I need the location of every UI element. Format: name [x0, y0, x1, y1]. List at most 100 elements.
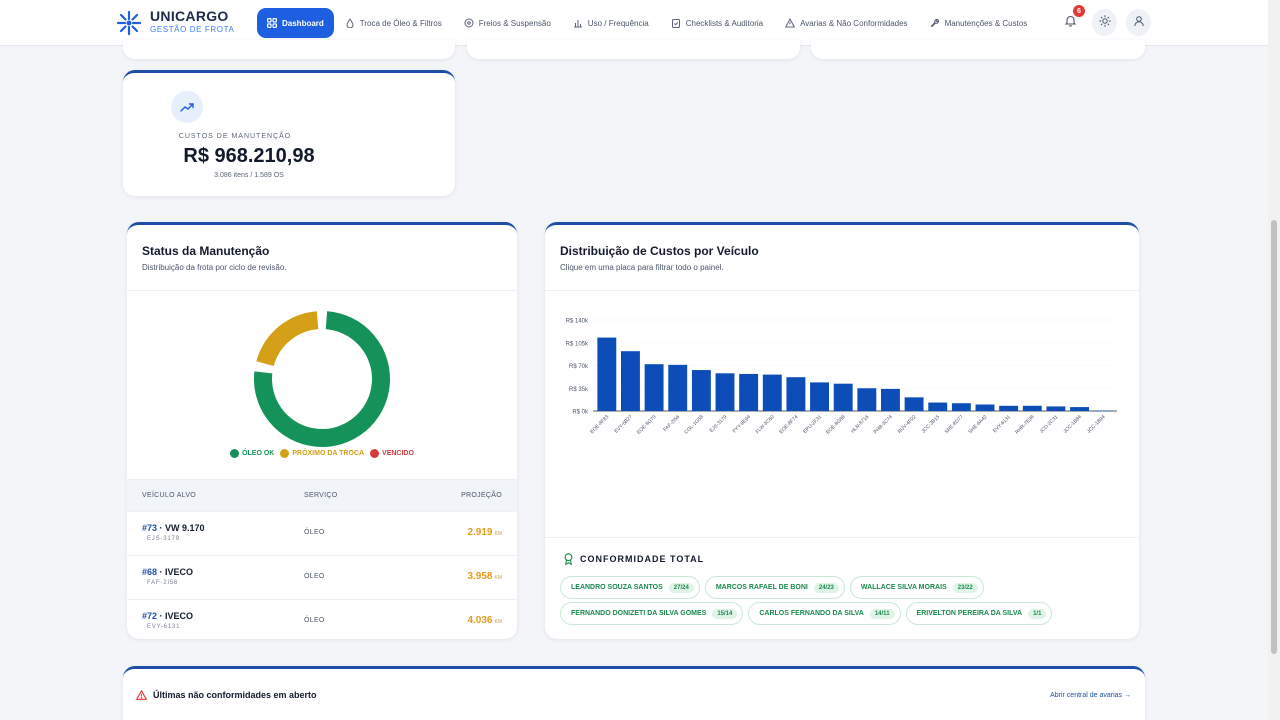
x-tick-label[interactable]: RUV-4F92 [897, 414, 918, 435]
bar-JCD-2C31[interactable] [1046, 406, 1066, 411]
conformity-chip[interactable]: WALLACE SILVA MORAIS 23/22 [849, 576, 984, 599]
warning-icon [785, 18, 796, 28]
nav-label: Checklists & Auditoria [685, 18, 764, 28]
projection-unit: KM [494, 575, 503, 581]
legend-swatch [370, 449, 380, 458]
x-tick-label[interactable]: EOE-8G88 [825, 414, 847, 436]
x-tick-label[interactable]: JCC-1B94 [1086, 414, 1107, 435]
y-tick-label: R$ 105k [566, 341, 589, 347]
bar-EPU-2F31[interactable] [810, 382, 829, 411]
bar-EVY-6131[interactable] [999, 405, 1019, 411]
x-tick-label[interactable]: EVY-6B27 [613, 414, 634, 435]
bar-EOE-8G79[interactable] [644, 364, 664, 411]
user-icon [1133, 14, 1145, 32]
x-tick-label[interactable]: EJS-3179 [709, 414, 729, 434]
user-menu-button[interactable] [1126, 9, 1151, 36]
card-subtitle: Clique em uma placa para filtrar todo o … [560, 263, 724, 272]
bar-EOE-8F83[interactable] [597, 337, 617, 411]
card-title: Status da Manutenção [142, 244, 270, 258]
x-tick-label[interactable]: HLN-8716 [850, 414, 871, 435]
column-header-service: SERVIÇO [304, 492, 338, 499]
x-tick-label[interactable]: JCC-1B84 [1062, 414, 1083, 435]
x-tick-label[interactable]: EVY-6131 [992, 414, 1012, 434]
table-row[interactable]: #73 · VW 9.170 EJS-3179 ÓLEO 2.919 KM [127, 511, 517, 555]
x-tick-label[interactable]: RHR-7E98 [1014, 414, 1035, 435]
conformity-chip[interactable]: CARLOS FERNANDO DA SILVA 14/11 [748, 602, 901, 625]
nav-brakes[interactable]: Freios & Suspensão [453, 8, 562, 38]
conformity-chip[interactable]: LEANDRO SOUZA SANTOS 27/24 [560, 576, 700, 599]
bar-SRE-8D77[interactable] [951, 403, 971, 411]
column-header-projection: PROJEÇÃO [461, 492, 502, 499]
legend-item-overdue[interactable]: VENCIDO [370, 449, 414, 458]
bar-FLW-3C60[interactable] [762, 374, 782, 411]
nav-damages[interactable]: Avarias & Não Conformidades [774, 8, 918, 38]
projection-unit: KM [494, 531, 503, 537]
nav-usage[interactable]: Uso / Frequência [562, 8, 660, 38]
nav-checklists[interactable]: Checklists & Auditoria [660, 8, 774, 38]
x-tick-label[interactable]: FAF-2I56 [662, 414, 681, 433]
table-header: VEÍCULO ALVO SERVIÇO PROJEÇÃO [127, 479, 517, 511]
conformity-chip[interactable]: MARCOS RAFAEL DE BONI 24/23 [704, 576, 845, 599]
conformity-chip[interactable]: ERIVELTON PEREIRA DA SILVA 1/1 [905, 602, 1053, 625]
x-tick-label[interactable]: JCD-2C31 [1039, 414, 1060, 435]
x-tick-label[interactable]: EOE-8F74 [778, 414, 799, 435]
brand-logo[interactable]: UNICARGO GESTÃO DE FROTA [116, 9, 234, 36]
theme-toggle-button[interactable] [1092, 9, 1117, 36]
x-tick-label[interactable]: EPU-2F31 [802, 414, 823, 435]
bar-CGL-1G58[interactable] [691, 370, 711, 411]
bar-EVY-6B27[interactable] [621, 351, 640, 411]
disc-icon [464, 18, 474, 28]
nav-maintenance-costs[interactable]: Manutenções & Custos [919, 8, 1039, 38]
projection-value: 4.036 [467, 615, 493, 626]
conformity-heading: CONFORMIDADE TOTAL [563, 553, 704, 565]
kpi-subtext: 3.086 itens / 1.589 OS [214, 172, 284, 179]
table-row[interactable]: #72 · IVECO EVY-6131 ÓLEO 4.036 KM [127, 599, 517, 639]
x-tick-label[interactable]: FLW-3C60 [755, 414, 776, 435]
chip-name: ERIVELTON PEREIRA DA SILVA [916, 610, 1023, 617]
notifications-button[interactable]: 6 [1058, 5, 1085, 36]
x-tick-label[interactable]: JCC-3B15 [921, 414, 942, 435]
bar-SHE-6A42[interactable] [975, 404, 995, 412]
x-tick-label[interactable]: FYY-9E94 [732, 414, 752, 434]
bar-EJS-3179[interactable] [715, 373, 735, 411]
clipboard-icon [671, 18, 681, 28]
bar-JCC-3B15[interactable] [928, 402, 948, 411]
nav-oil-filters[interactable]: Troca de Óleo & Filtros [334, 8, 453, 38]
chip-count: 24/23 [813, 582, 839, 593]
bar-EOE-8G88[interactable] [833, 383, 853, 411]
warning-icon [136, 690, 147, 700]
x-tick-label[interactable]: EOE-8G79 [636, 414, 658, 436]
legend-item-near-change[interactable]: PRÓXIMO DA TROCA [280, 449, 364, 458]
x-tick-label[interactable]: SHE-6A42 [967, 414, 988, 435]
notification-badge: 6 [1073, 5, 1085, 17]
donut-slice-0[interactable] [254, 311, 390, 447]
vehicle-number: #72 [142, 611, 158, 621]
bar-RHR-7E98[interactable] [1022, 405, 1042, 411]
bar-RUV-4F92[interactable] [904, 397, 924, 411]
page-scrollbar[interactable] [1268, 0, 1280, 720]
kpi-label: CUSTOS DE MANUTENÇÃO [178, 133, 292, 140]
scrollbar-thumb[interactable] [1271, 220, 1277, 654]
brand-name: UNICARGO [150, 8, 229, 24]
bar-JCC-1B84[interactable] [1070, 407, 1089, 411]
legend-item-oil-ok[interactable]: ÓLEO OK [230, 449, 274, 458]
x-tick-label[interactable]: CGL-1G58 [683, 414, 704, 435]
bar-FYY-9E94[interactable] [739, 373, 759, 411]
donut-slice-1[interactable] [256, 311, 319, 367]
nav-dashboard[interactable]: Dashboard [257, 8, 334, 38]
table-row[interactable]: #68 · IVECO FAF-2I56 ÓLEO 3.958 KM [127, 555, 517, 599]
chip-name: WALLACE SILVA MORAIS [860, 584, 947, 591]
bar-chart-icon [573, 18, 583, 28]
x-tick-label[interactable]: SRE-8D77 [944, 414, 965, 435]
bar-FAF-2I56[interactable] [668, 364, 688, 411]
x-tick-label[interactable]: PHB-3C74 [873, 414, 894, 435]
bar-PHB-3C74[interactable] [881, 388, 900, 411]
conformity-chip[interactable]: FERNANDO DONIZETI DA SILVA GOMES 15/14 [560, 602, 744, 625]
bar-JCC-1B94[interactable] [1093, 410, 1113, 412]
legend-swatch [280, 449, 290, 458]
y-tick-label: R$ 35k [569, 387, 589, 393]
open-damages-center-link[interactable]: Abrir central de avarias → [1050, 692, 1131, 699]
bar-EOE-8F74[interactable] [786, 377, 806, 411]
x-tick-label[interactable]: EOE-8F83 [589, 414, 610, 435]
bar-HLN-8716[interactable] [857, 388, 877, 411]
